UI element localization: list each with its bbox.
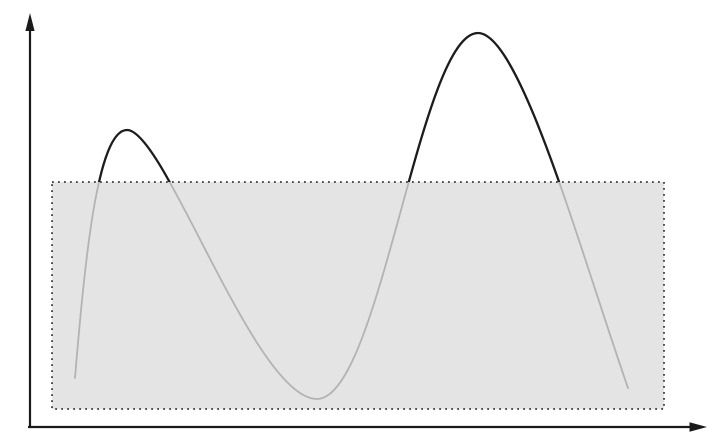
shaded-region: [51, 181, 665, 410]
curve-above-region: [97, 31, 561, 182]
x-axis-arrowhead-icon: [689, 422, 707, 432]
y-axis-arrowhead-icon: [25, 13, 35, 31]
